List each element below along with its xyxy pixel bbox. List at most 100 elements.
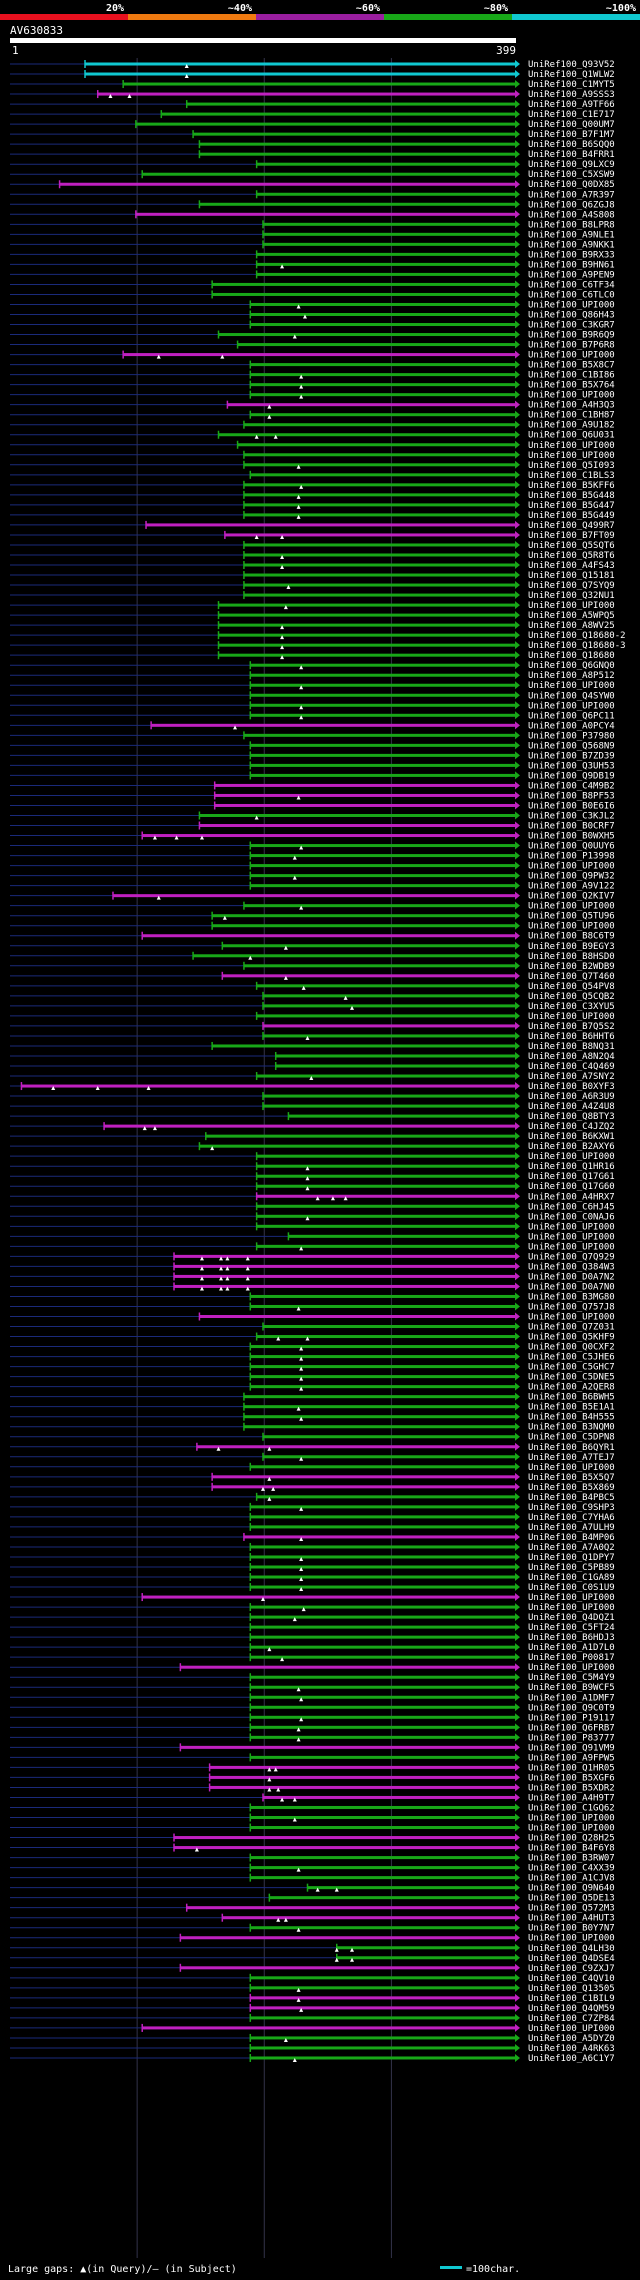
hit-label[interactable]: UniRef100_C3XYU5 bbox=[528, 1002, 615, 1012]
hit-label[interactable]: UniRef100_A4S808 bbox=[528, 210, 615, 220]
hit-label[interactable]: UniRef100_B3MG80 bbox=[528, 1292, 615, 1302]
hit-label[interactable]: UniRef100_B5G449 bbox=[528, 511, 615, 521]
hit-label[interactable]: UniRef100_B9HN61 bbox=[528, 260, 615, 270]
hit-label[interactable]: UniRef100_C5DPN8 bbox=[528, 1433, 615, 1443]
hit-label[interactable]: UniRef100_Q757J8 bbox=[528, 1302, 615, 1312]
hit-label[interactable]: UniRef100_Q7Q929 bbox=[528, 1252, 615, 1262]
hit-label[interactable]: UniRef100_A9NKK1 bbox=[528, 240, 615, 250]
hit-label[interactable]: UniRef100_UPI000 bbox=[528, 1012, 615, 1022]
hit-label[interactable]: UniRef100_C4M9B2 bbox=[528, 781, 615, 791]
hit-label[interactable]: UniRef100_C0NAJ6 bbox=[528, 1212, 615, 1222]
hit-label[interactable]: UniRef100_Q5R8T6 bbox=[528, 551, 615, 561]
hit-label[interactable]: UniRef100_B9R6Q9 bbox=[528, 331, 615, 341]
hit-label[interactable]: UniRef100_C1BH87 bbox=[528, 411, 615, 421]
hit-label[interactable]: UniRef100_B8LPR8 bbox=[528, 220, 615, 230]
hit-label[interactable]: UniRef100_A1DMF7 bbox=[528, 1693, 615, 1703]
hit-label[interactable]: UniRef100_Q6U031 bbox=[528, 431, 615, 441]
hit-label[interactable]: UniRef100_Q5DE13 bbox=[528, 1894, 615, 1904]
hit-label[interactable]: UniRef100_Q1DPY7 bbox=[528, 1553, 615, 1563]
hit-label[interactable]: UniRef100_UPI000 bbox=[528, 1663, 615, 1673]
hit-label[interactable]: UniRef100_Q7T460 bbox=[528, 972, 615, 982]
hit-label[interactable]: UniRef100_C5FT24 bbox=[528, 1623, 615, 1633]
hit-label[interactable]: UniRef100_Q7Z031 bbox=[528, 1323, 615, 1333]
hit-label[interactable]: UniRef100_Q18680-3 bbox=[528, 641, 626, 651]
hit-label[interactable]: UniRef100_A0PCY4 bbox=[528, 721, 615, 731]
hit-label[interactable]: UniRef100_A4HRX7 bbox=[528, 1192, 615, 1202]
hit-label[interactable]: UniRef100_UPI000 bbox=[528, 300, 615, 310]
hit-label[interactable]: UniRef100_Q9PW32 bbox=[528, 872, 615, 882]
hit-label[interactable]: UniRef100_Q0UUY6 bbox=[528, 842, 615, 852]
hit-label[interactable]: UniRef100_Q384W3 bbox=[528, 1262, 615, 1272]
hit-label[interactable]: UniRef100_B8C6T9 bbox=[528, 932, 615, 942]
hit-label[interactable]: UniRef100_C0S1U9 bbox=[528, 1583, 615, 1593]
hit-label[interactable]: UniRef100_B9WCF5 bbox=[528, 1683, 615, 1693]
hit-label[interactable]: UniRef100_UPI000 bbox=[528, 1222, 615, 1232]
hit-label[interactable]: UniRef100_B4H555 bbox=[528, 1413, 615, 1423]
hit-label[interactable]: UniRef100_UPI000 bbox=[528, 1463, 615, 1473]
hit-label[interactable]: UniRef100_B0XYF3 bbox=[528, 1082, 615, 1092]
hit-label[interactable]: UniRef100_A2QER8 bbox=[528, 1383, 615, 1393]
hit-label[interactable]: UniRef100_B5X5Q7 bbox=[528, 1473, 615, 1483]
hit-label[interactable]: UniRef100_Q18680-2 bbox=[528, 631, 626, 641]
hit-label[interactable]: UniRef100_A1D7L0 bbox=[528, 1643, 615, 1653]
hit-label[interactable]: UniRef100_B0WXH5 bbox=[528, 832, 615, 842]
hit-label[interactable]: UniRef100_C5M4Y9 bbox=[528, 1673, 615, 1683]
hit-label[interactable]: UniRef100_Q6PC11 bbox=[528, 711, 615, 721]
hit-label[interactable]: UniRef100_C4Q469 bbox=[528, 1062, 615, 1072]
hit-label[interactable]: UniRef100_P19117 bbox=[528, 1713, 615, 1723]
hit-label[interactable]: UniRef100_Q6GNQ0 bbox=[528, 661, 615, 671]
hit-label[interactable]: UniRef100_Q9LXC9 bbox=[528, 160, 615, 170]
hit-label[interactable]: UniRef100_C3KJL2 bbox=[528, 812, 615, 822]
hit-label[interactable]: UniRef100_Q6FRB7 bbox=[528, 1723, 615, 1733]
hit-label[interactable]: UniRef100_B7P6R8 bbox=[528, 341, 615, 351]
hit-label[interactable]: UniRef100_C4XX39 bbox=[528, 1864, 615, 1874]
hit-label[interactable]: UniRef100_A7R397 bbox=[528, 190, 615, 200]
hit-label[interactable]: UniRef100_A1CJV8 bbox=[528, 1874, 615, 1884]
hit-label[interactable]: UniRef100_P83777 bbox=[528, 1733, 615, 1743]
hit-label[interactable]: UniRef100_B5G447 bbox=[528, 501, 615, 511]
hit-label[interactable]: UniRef100_Q32NU1 bbox=[528, 591, 615, 601]
hit-label[interactable]: UniRef100_C3KGR7 bbox=[528, 321, 615, 331]
hit-label[interactable]: UniRef100_Q1HR16 bbox=[528, 1162, 615, 1172]
hit-label[interactable]: UniRef100_A9FPW5 bbox=[528, 1753, 615, 1763]
hit-label[interactable]: UniRef100_C1BIL9 bbox=[528, 1994, 615, 2004]
hit-label[interactable]: UniRef100_A4RK63 bbox=[528, 2044, 615, 2054]
hit-label[interactable]: UniRef100_A8N2Q4 bbox=[528, 1052, 615, 1062]
hit-label[interactable]: UniRef100_A9SSS3 bbox=[528, 90, 615, 100]
hit-label[interactable]: UniRef100_C7YHA6 bbox=[528, 1513, 615, 1523]
hit-label[interactable]: UniRef100_A7ULH9 bbox=[528, 1523, 615, 1533]
hit-label[interactable]: UniRef100_B3RW07 bbox=[528, 1854, 615, 1864]
hit-label[interactable]: UniRef100_A9U182 bbox=[528, 421, 615, 431]
hit-label[interactable]: UniRef100_B6KXW1 bbox=[528, 1132, 615, 1142]
hit-label[interactable]: UniRef100_B6QYR1 bbox=[528, 1443, 615, 1453]
hit-label[interactable]: UniRef100_B7Q5S2 bbox=[528, 1022, 615, 1032]
hit-label[interactable]: UniRef100_B5XDR2 bbox=[528, 1783, 615, 1793]
hit-label[interactable]: UniRef100_B6HHT6 bbox=[528, 1032, 615, 1042]
hit-label[interactable]: UniRef100_Q54PV8 bbox=[528, 982, 615, 992]
hit-label[interactable]: UniRef100_Q1WLW2 bbox=[528, 70, 615, 80]
hit-label[interactable]: UniRef100_A5DYZ0 bbox=[528, 2034, 615, 2044]
hit-label[interactable]: UniRef100_UPI000 bbox=[528, 1934, 615, 1944]
hit-label[interactable]: UniRef100_A8WV25 bbox=[528, 621, 615, 631]
hit-label[interactable]: UniRef100_UPI000 bbox=[528, 681, 615, 691]
hit-label[interactable]: UniRef100_C5DNE5 bbox=[528, 1373, 615, 1383]
hit-label[interactable]: UniRef100_Q4SYW0 bbox=[528, 691, 615, 701]
hit-label[interactable]: UniRef100_UPI000 bbox=[528, 391, 615, 401]
hit-label[interactable]: UniRef100_UPI000 bbox=[528, 1232, 615, 1242]
hit-label[interactable]: UniRef100_Q13505 bbox=[528, 1984, 615, 1994]
hit-label[interactable]: UniRef100_UPI000 bbox=[528, 922, 615, 932]
hit-label[interactable]: UniRef100_UPI000 bbox=[528, 351, 615, 361]
hit-label[interactable]: UniRef100_C4JZQ2 bbox=[528, 1122, 615, 1132]
hit-label[interactable]: UniRef100_B8PF53 bbox=[528, 791, 615, 801]
hit-label[interactable]: UniRef100_A5WPQ5 bbox=[528, 611, 615, 621]
hit-label[interactable]: UniRef100_B8HSD0 bbox=[528, 952, 615, 962]
hit-label[interactable]: UniRef100_UPI000 bbox=[528, 902, 615, 912]
hit-label[interactable]: UniRef100_C1GQ62 bbox=[528, 1803, 615, 1813]
hit-label[interactable]: UniRef100_C1MYT5 bbox=[528, 80, 615, 90]
hit-label[interactable]: UniRef100_Q17G60 bbox=[528, 1182, 615, 1192]
hit-label[interactable]: UniRef100_Q7SYQ9 bbox=[528, 581, 615, 591]
hit-label[interactable]: UniRef100_A7A0Q2 bbox=[528, 1543, 615, 1553]
hit-label[interactable]: UniRef100_C1BI86 bbox=[528, 371, 615, 381]
hit-label[interactable]: UniRef100_B4MP06 bbox=[528, 1533, 615, 1543]
hit-label[interactable]: UniRef100_UPI000 bbox=[528, 1313, 615, 1323]
